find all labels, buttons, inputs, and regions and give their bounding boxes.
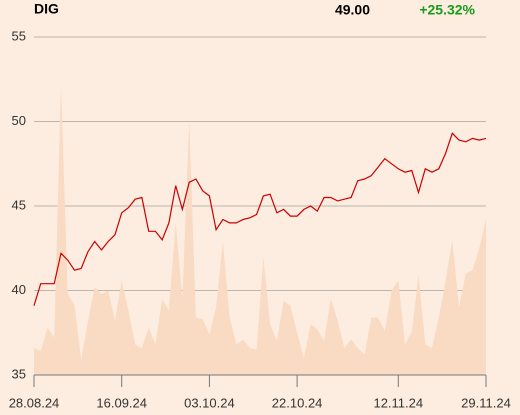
price-line (33, 132, 487, 306)
y-tick-label: 35 (12, 366, 26, 381)
x-tick-label: 03.10.24 (184, 395, 235, 410)
ticker: DIG (34, 1, 59, 17)
y-tick-label: 40 (12, 282, 26, 297)
x-tick-label: 28.08.24 (9, 395, 60, 410)
price-change: +25.32% (419, 2, 475, 18)
volume-area (34, 84, 486, 376)
y-tick-label: 45 (12, 197, 26, 212)
y-tick-label: 50 (12, 113, 26, 128)
y-tick-label: 55 (12, 28, 26, 43)
x-tick-label: 29.11.24 (461, 395, 511, 410)
x-tick-label: 12.11.24 (373, 395, 423, 410)
x-tick-label: 16.09.24 (96, 395, 147, 410)
last-price: 49.00 (335, 2, 370, 18)
x-tick-label: 22.10.24 (272, 395, 323, 410)
